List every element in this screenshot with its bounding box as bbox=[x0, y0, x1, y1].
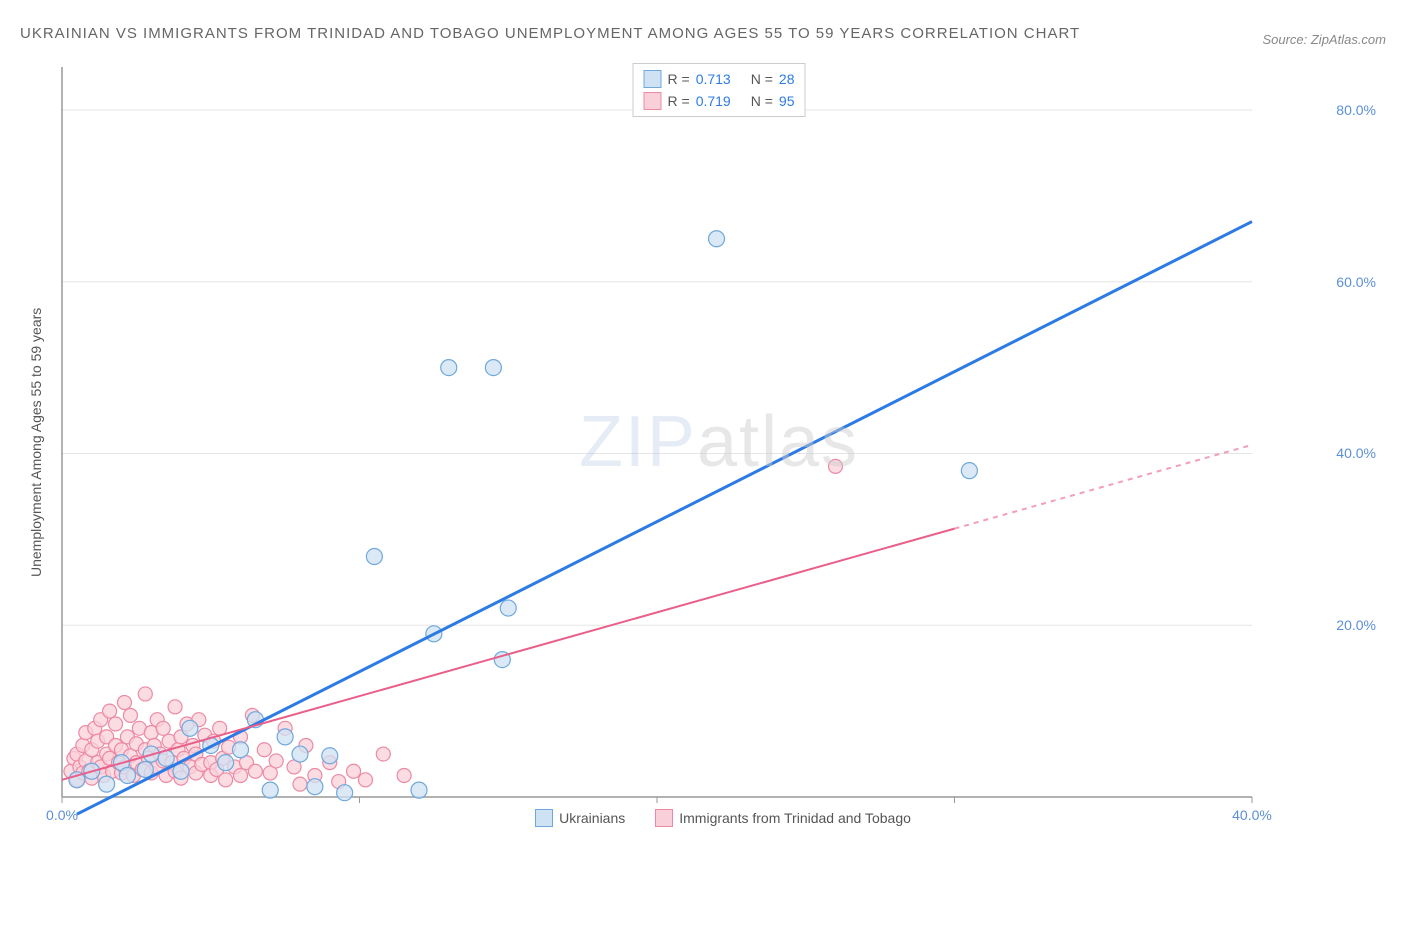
y-tick-label: 20.0% bbox=[1336, 617, 1376, 633]
source-attribution: Source: ZipAtlas.com bbox=[1262, 32, 1386, 47]
source-label: Source: bbox=[1262, 32, 1310, 47]
source-name: ZipAtlas.com bbox=[1311, 32, 1386, 47]
scatter-plot-svg bbox=[52, 57, 1312, 827]
swatch-trinidad bbox=[644, 92, 662, 110]
correlation-legend: R = 0.713 N = 28 R = 0.719 N = 95 bbox=[633, 63, 806, 117]
chart-title: UKRAINIAN VS IMMIGRANTS FROM TRINIDAD AN… bbox=[20, 20, 1080, 47]
x-tick-label: 0.0% bbox=[46, 807, 78, 823]
r-label: R = bbox=[668, 71, 690, 87]
y-tick-label: 40.0% bbox=[1336, 445, 1376, 461]
r-value-trinidad: 0.719 bbox=[696, 93, 731, 109]
x-tick-label: 40.0% bbox=[1232, 807, 1272, 823]
y-tick-label: 60.0% bbox=[1336, 274, 1376, 290]
n-value-trinidad: 95 bbox=[779, 93, 795, 109]
n-value-ukrainians: 28 bbox=[779, 71, 795, 87]
r-label: R = bbox=[668, 93, 690, 109]
swatch-ukrainians bbox=[644, 70, 662, 88]
legend-row-trinidad: R = 0.719 N = 95 bbox=[644, 90, 795, 112]
y-tick-label: 80.0% bbox=[1336, 102, 1376, 118]
legend-row-ukrainians: R = 0.713 N = 28 bbox=[644, 68, 795, 90]
r-value-ukrainians: 0.713 bbox=[696, 71, 731, 87]
y-axis-label: Unemployment Among Ages 55 to 59 years bbox=[20, 57, 52, 827]
n-label: N = bbox=[751, 71, 773, 87]
chart-container: Unemployment Among Ages 55 to 59 years Z… bbox=[20, 57, 1386, 827]
n-label: N = bbox=[751, 93, 773, 109]
chart-header: UKRAINIAN VS IMMIGRANTS FROM TRINIDAD AN… bbox=[20, 20, 1386, 47]
plot-area: ZIPatlas R = 0.713 N = 28 R = 0.719 N = … bbox=[52, 57, 1386, 827]
